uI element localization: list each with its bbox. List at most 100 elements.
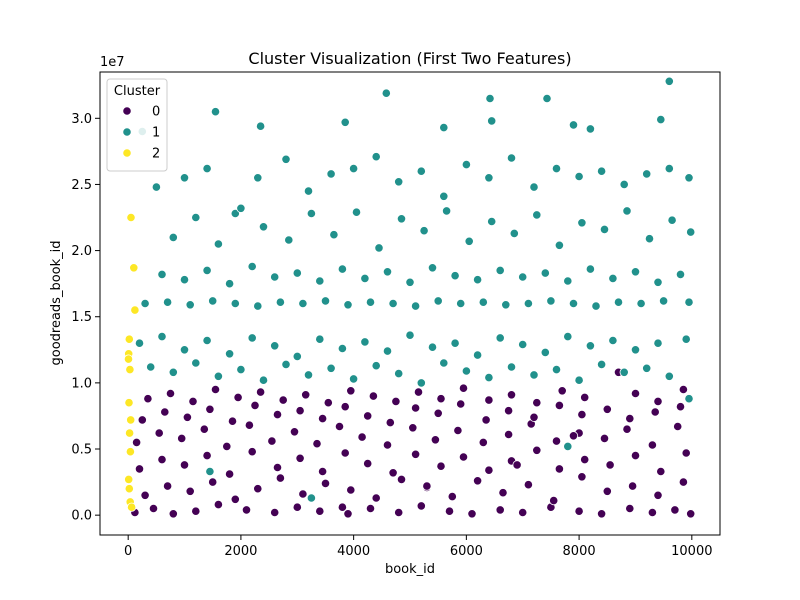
cluster-0-point: [577, 472, 587, 482]
cluster-0-point: [622, 424, 632, 434]
cluster-0-point: [247, 447, 257, 457]
cluster-0-point: [512, 460, 522, 470]
cluster-1-point: [405, 277, 415, 287]
cluster-0-point: [532, 445, 542, 455]
cluster-0-point: [241, 505, 252, 515]
cluster-0-point: [154, 428, 164, 438]
cluster-1-point: [292, 351, 302, 361]
cluster-1-point: [532, 210, 542, 220]
cluster-0-point: [602, 486, 612, 496]
cluster-2-point: [130, 305, 140, 315]
cluster-0-point: [433, 408, 443, 418]
cluster-0-point: [250, 400, 260, 410]
cluster-2-point: [124, 334, 134, 344]
cluster-1-point: [213, 371, 223, 381]
cluster-0-point: [549, 495, 559, 506]
cluster-1-point: [523, 298, 534, 309]
cluster-0-point: [506, 390, 517, 400]
cluster-2-point: [124, 484, 134, 494]
cluster-1-point: [382, 267, 393, 277]
cluster-0-point: [447, 491, 457, 502]
cluster-0-point: [580, 454, 590, 465]
cluster-0-point: [177, 433, 187, 443]
cluster-1-point: [140, 298, 150, 309]
y-axis: 0.0 0.5 1.0 1.5 2.0 2.5 3.0: [71, 112, 100, 524]
cluster-0-point: [388, 468, 398, 478]
y-tick-label: 2.0: [71, 244, 92, 259]
legend-label-2: 2: [152, 147, 160, 162]
cluster-0-point: [458, 383, 469, 393]
cluster-1-point: [134, 338, 145, 348]
cluster-1-point: [684, 297, 694, 307]
cluster-1-point: [630, 267, 641, 277]
cluster-0-point: [686, 509, 696, 519]
cluster-0-point: [337, 502, 347, 512]
x-axis-label: book_id: [385, 562, 435, 577]
cluster-0-point: [678, 477, 689, 487]
plot-frame: [99, 71, 721, 536]
cluster-1-point: [574, 171, 584, 182]
cluster-0-point: [456, 399, 466, 409]
cluster-1-point: [416, 378, 426, 388]
cluster-1-point: [563, 276, 573, 286]
cluster-1-point: [433, 296, 443, 306]
cluster-0-point: [340, 402, 350, 412]
cluster-1-point: [179, 275, 190, 285]
cluster-1-point: [416, 166, 426, 176]
cluster-0-point: [163, 481, 173, 491]
cluster-1-point: [151, 182, 161, 192]
cluster-1-point: [427, 263, 438, 273]
cluster-1-point: [529, 182, 539, 192]
cluster-2-point: [126, 415, 136, 425]
cluster-1-point: [394, 177, 404, 187]
cluster-0-point: [278, 395, 288, 405]
cluster-0-point: [363, 458, 373, 469]
cluster-0-point: [681, 448, 691, 458]
cluster-0-point: [134, 464, 145, 474]
cluster-1-point: [495, 333, 505, 343]
cluster-1-point: [270, 272, 280, 282]
cluster-1-point: [410, 301, 421, 311]
cluster-0-point: [481, 415, 491, 425]
cluster-0-point: [132, 437, 142, 447]
cluster-0-point: [472, 476, 483, 486]
cluster-1-point: [485, 93, 495, 104]
cluster-1-point: [478, 297, 488, 307]
cluster-1-point: [495, 265, 505, 275]
cluster-1-point: [619, 367, 629, 377]
cluster-2-point: [124, 398, 134, 408]
cluster-0-point: [292, 502, 302, 512]
cluster-1-point: [365, 297, 376, 307]
cluster-1-point: [551, 364, 562, 375]
cluster-0-point: [323, 398, 333, 408]
cluster-0-point: [199, 424, 209, 434]
cluster-1-point: [636, 298, 646, 309]
cluster-1-point: [225, 349, 235, 359]
cluster-0-point: [253, 484, 263, 494]
cluster-1-point: [585, 124, 596, 134]
legend-marker-1: [122, 127, 132, 137]
cluster-0-point: [137, 415, 147, 425]
cluster-1-point: [360, 273, 370, 283]
cluster-2-point: [126, 212, 136, 223]
y-tick-label: 3.0: [71, 112, 92, 127]
cluster-0-point: [320, 478, 331, 488]
cluster-0-point: [484, 465, 494, 475]
cluster-1-point: [340, 117, 350, 127]
cluster-0-point: [653, 396, 663, 406]
cluster-0-point: [143, 394, 153, 404]
cluster-1-point: [506, 153, 517, 163]
cluster-1-point: [656, 115, 666, 125]
cluster-1-point: [258, 222, 269, 232]
cluster-0-point: [185, 486, 195, 496]
legend-marker-2: [122, 148, 132, 158]
cluster-0-point: [408, 423, 418, 433]
cluster-1-point: [348, 374, 359, 384]
cluster-1-point: [315, 276, 325, 286]
cluster-1-point: [163, 297, 173, 307]
cluster-1-point: [684, 394, 694, 404]
cluster-1-point: [168, 232, 178, 242]
cluster-0-point: [673, 421, 683, 432]
cluster-0-point: [188, 396, 198, 406]
